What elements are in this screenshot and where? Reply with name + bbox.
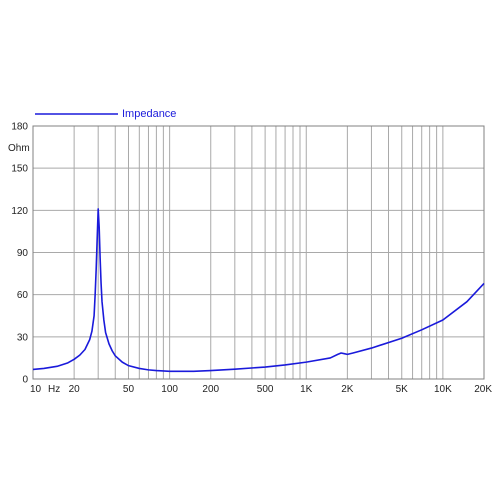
y-tick-label: 180: [11, 122, 28, 133]
x-tick-label: 20K: [474, 384, 492, 395]
y-tick-label: 0: [22, 375, 28, 386]
x-tick-label: 500: [257, 384, 274, 395]
y-tick-label: 60: [17, 290, 29, 301]
y-axis-label: Ohm: [8, 143, 30, 154]
x-tick-label: 5K: [396, 384, 409, 395]
x-tick-label: 50: [123, 384, 135, 395]
x-tick-label: 10K: [434, 384, 452, 395]
plot-frame: [32, 125, 485, 380]
x-tick-label: 10: [30, 384, 42, 395]
x-axis-ticks: 10 20 50 100 200 500 1K 2K 5K 10K 20K: [30, 384, 492, 395]
y-tick-label: 30: [17, 332, 29, 343]
x-tick-label: 2K: [341, 384, 354, 395]
impedance-curve: [32, 208, 485, 373]
x-axis-label: Hz: [48, 384, 60, 395]
x-tick-label: 200: [202, 384, 219, 395]
y-axis-ticks: 0 30 60 90 120 150 180: [11, 122, 28, 386]
legend-label-impedance: Impedance: [122, 108, 176, 120]
x-tick-label: 1K: [300, 384, 313, 395]
grid-lines: [33, 126, 484, 379]
y-tick-label: 150: [11, 164, 28, 175]
x-tick-label: 100: [161, 384, 178, 395]
y-tick-label: 120: [11, 206, 28, 217]
x-tick-label: 20: [69, 384, 81, 395]
y-tick-label: 90: [17, 248, 29, 259]
legend: Impedance: [35, 108, 176, 120]
